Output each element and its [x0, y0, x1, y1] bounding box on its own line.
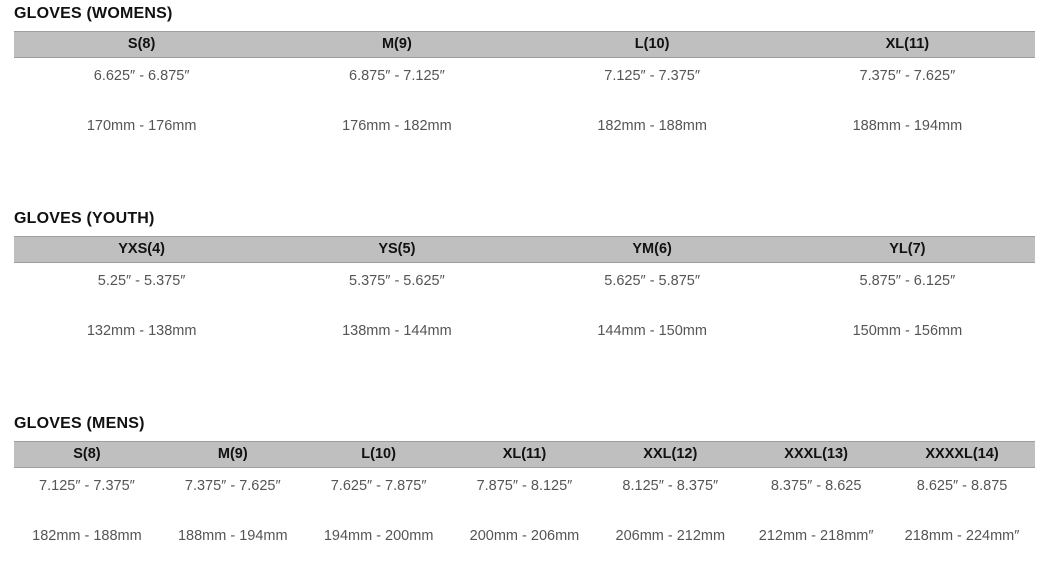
section-title: GLOVES (YOUTH) [14, 210, 1035, 228]
size-table-header-cell: M(9) [160, 442, 306, 468]
section-title: GLOVES (WOMENS) [14, 5, 1035, 23]
size-table-cell: 8.375″ - 8.625 [743, 468, 889, 519]
size-table-header-cell: YXS(4) [14, 237, 269, 263]
section-title: GLOVES (MENS) [14, 415, 1035, 433]
size-table-cell: 188mm - 194mm [160, 518, 306, 548]
size-table: S(8)M(9)L(10)XL(11)XXL(12)XXXL(13)XXXXL(… [14, 441, 1035, 548]
size-table-header-cell: L(10) [306, 442, 452, 468]
size-table-cell: 182mm - 188mm [525, 108, 780, 138]
size-table-header-cell: S(8) [14, 32, 269, 58]
size-table-cell: 176mm - 182mm [269, 108, 524, 138]
size-table-header-cell: XXL(12) [597, 442, 743, 468]
size-table-cell: 218mm - 224mm″ [889, 518, 1035, 548]
size-chart-section: GLOVES (MENS)S(8)M(9)L(10)XL(11)XXL(12)X… [14, 415, 1035, 548]
size-table-row: 7.125″ - 7.375″7.375″ - 7.625″7.625″ - 7… [14, 468, 1035, 519]
size-table-cell: 5.25″ - 5.375″ [14, 263, 269, 314]
size-table-cell: 7.375″ - 7.625″ [780, 58, 1035, 109]
size-table-header-cell: L(10) [525, 32, 780, 58]
size-table-cell: 188mm - 194mm [780, 108, 1035, 138]
size-table-cell: 132mm - 138mm [14, 313, 269, 343]
size-table-header-cell: M(9) [269, 32, 524, 58]
size-table-cell: 8.125″ - 8.375″ [597, 468, 743, 519]
size-chart-section: GLOVES (WOMENS)S(8)M(9)L(10)XL(11)6.625″… [14, 5, 1035, 138]
size-table-cell: 7.875″ - 8.125″ [452, 468, 598, 519]
size-table-cell: 212mm - 218mm″ [743, 518, 889, 548]
size-table-cell: 7.125″ - 7.375″ [525, 58, 780, 109]
size-table-cell: 7.125″ - 7.375″ [14, 468, 160, 519]
size-table-header-cell: S(8) [14, 442, 160, 468]
size-table: S(8)M(9)L(10)XL(11)6.625″ - 6.875″6.875″… [14, 31, 1035, 138]
size-table-cell: 6.875″ - 7.125″ [269, 58, 524, 109]
size-table-cell: 5.875″ - 6.125″ [780, 263, 1035, 314]
size-table-header-cell: YS(5) [269, 237, 524, 263]
size-table-cell: 182mm - 188mm [14, 518, 160, 548]
size-table-header-cell: XL(11) [780, 32, 1035, 58]
size-table-cell: 144mm - 150mm [525, 313, 780, 343]
size-table-row: 132mm - 138mm138mm - 144mm144mm - 150mm1… [14, 313, 1035, 343]
size-table-header-cell: XXXXL(14) [889, 442, 1035, 468]
size-table-row: 6.625″ - 6.875″6.875″ - 7.125″7.125″ - 7… [14, 58, 1035, 109]
size-table-cell: 5.625″ - 5.875″ [525, 263, 780, 314]
size-table-cell: 7.375″ - 7.625″ [160, 468, 306, 519]
size-table-header-cell: XL(11) [452, 442, 598, 468]
size-table-cell: 194mm - 200mm [306, 518, 452, 548]
size-table-cell: 6.625″ - 6.875″ [14, 58, 269, 109]
size-table-cell: 7.625″ - 7.875″ [306, 468, 452, 519]
size-table-header-row: YXS(4)YS(5)YM(6)YL(7) [14, 237, 1035, 263]
size-table-cell: 138mm - 144mm [269, 313, 524, 343]
size-table-cell: 5.375″ - 5.625″ [269, 263, 524, 314]
size-table-row: 182mm - 188mm188mm - 194mm194mm - 200mm2… [14, 518, 1035, 548]
size-table-header-cell: YL(7) [780, 237, 1035, 263]
size-table-cell: 8.625″ - 8.875 [889, 468, 1035, 519]
size-table-header-row: S(8)M(9)L(10)XL(11)XXL(12)XXXL(13)XXXXL(… [14, 442, 1035, 468]
size-table-header-cell: XXXL(13) [743, 442, 889, 468]
size-table-row: 170mm - 176mm176mm - 182mm182mm - 188mm1… [14, 108, 1035, 138]
size-table-cell: 200mm - 206mm [452, 518, 598, 548]
size-table-cell: 206mm - 212mm [597, 518, 743, 548]
size-table: YXS(4)YS(5)YM(6)YL(7)5.25″ - 5.375″5.375… [14, 236, 1035, 343]
size-table-cell: 170mm - 176mm [14, 108, 269, 138]
size-table-cell: 150mm - 156mm [780, 313, 1035, 343]
size-chart-section: GLOVES (YOUTH)YXS(4)YS(5)YM(6)YL(7)5.25″… [14, 210, 1035, 343]
size-table-header-row: S(8)M(9)L(10)XL(11) [14, 32, 1035, 58]
size-table-row: 5.25″ - 5.375″5.375″ - 5.625″5.625″ - 5.… [14, 263, 1035, 314]
size-table-header-cell: YM(6) [525, 237, 780, 263]
